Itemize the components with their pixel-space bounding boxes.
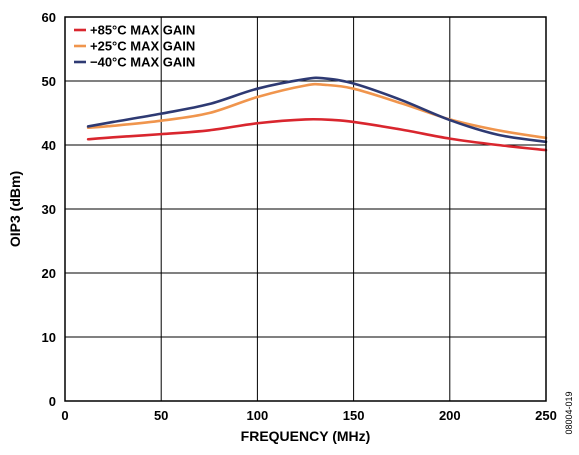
plot-frame (64, 16, 547, 402)
legend-label-1: +85°C MAX GAIN (90, 23, 195, 38)
y-tick-label: 30 (42, 202, 56, 217)
series-line-3 (86, 76, 548, 144)
y-tick-label: 60 (42, 10, 56, 25)
x-tick-label: 250 (535, 408, 557, 423)
x-tick-label: 50 (154, 408, 168, 423)
legend-label-3: −40°C MAX GAIN (90, 55, 195, 70)
x-tick-label: 150 (343, 408, 365, 423)
legend: +85°C MAX GAIN+25°C MAX GAIN−40°C MAX GA… (74, 23, 195, 70)
series-layer (86, 76, 548, 152)
x-axis-title: FREQUENCY (MHz) (241, 428, 371, 444)
series-line-1 (86, 117, 548, 152)
y-tick-label: 10 (42, 330, 56, 345)
x-tick-label: 0 (61, 408, 68, 423)
y-tick-label: 0 (49, 394, 56, 409)
y-tick-label: 40 (42, 138, 56, 153)
y-tick-label: 20 (42, 266, 56, 281)
y-tick-label: 50 (42, 74, 56, 89)
grid (65, 17, 546, 401)
tick-labels: 0 50 100 150 200 250 0 10 20 30 40 50 60 (42, 10, 557, 423)
x-tick-label: 200 (439, 408, 461, 423)
y-axis-title: OIP3 (dBm) (7, 171, 23, 247)
x-tick-label: 100 (247, 408, 269, 423)
legend-label-2: +25°C MAX GAIN (90, 39, 195, 54)
figure-id: 08004-019 (564, 391, 574, 434)
